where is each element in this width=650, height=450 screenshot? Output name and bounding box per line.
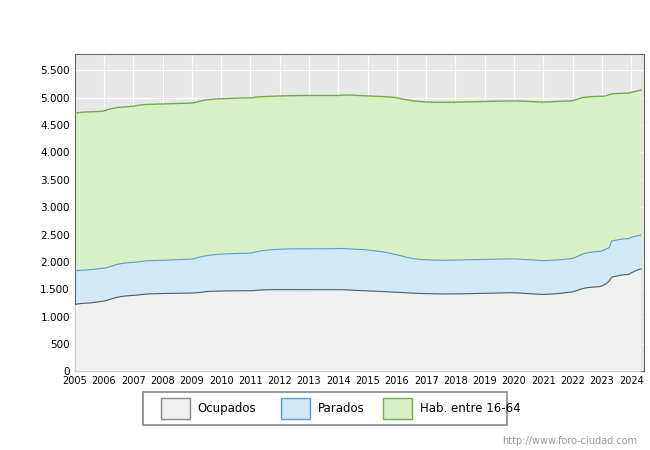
Bar xyxy=(281,398,311,418)
Text: El Paso - Evolucion de la poblacion en edad de Trabajar Mayo de 2024: El Paso - Evolucion de la poblacion en e… xyxy=(37,16,613,31)
Bar xyxy=(161,398,190,418)
Text: Hab. entre 16-64: Hab. entre 16-64 xyxy=(420,402,520,415)
Bar xyxy=(384,398,412,418)
Text: Ocupados: Ocupados xyxy=(198,402,256,415)
Text: Parados: Parados xyxy=(318,402,365,415)
Text: http://www.foro-ciudad.com: http://www.foro-ciudad.com xyxy=(502,436,637,446)
FancyBboxPatch shape xyxy=(143,392,507,425)
